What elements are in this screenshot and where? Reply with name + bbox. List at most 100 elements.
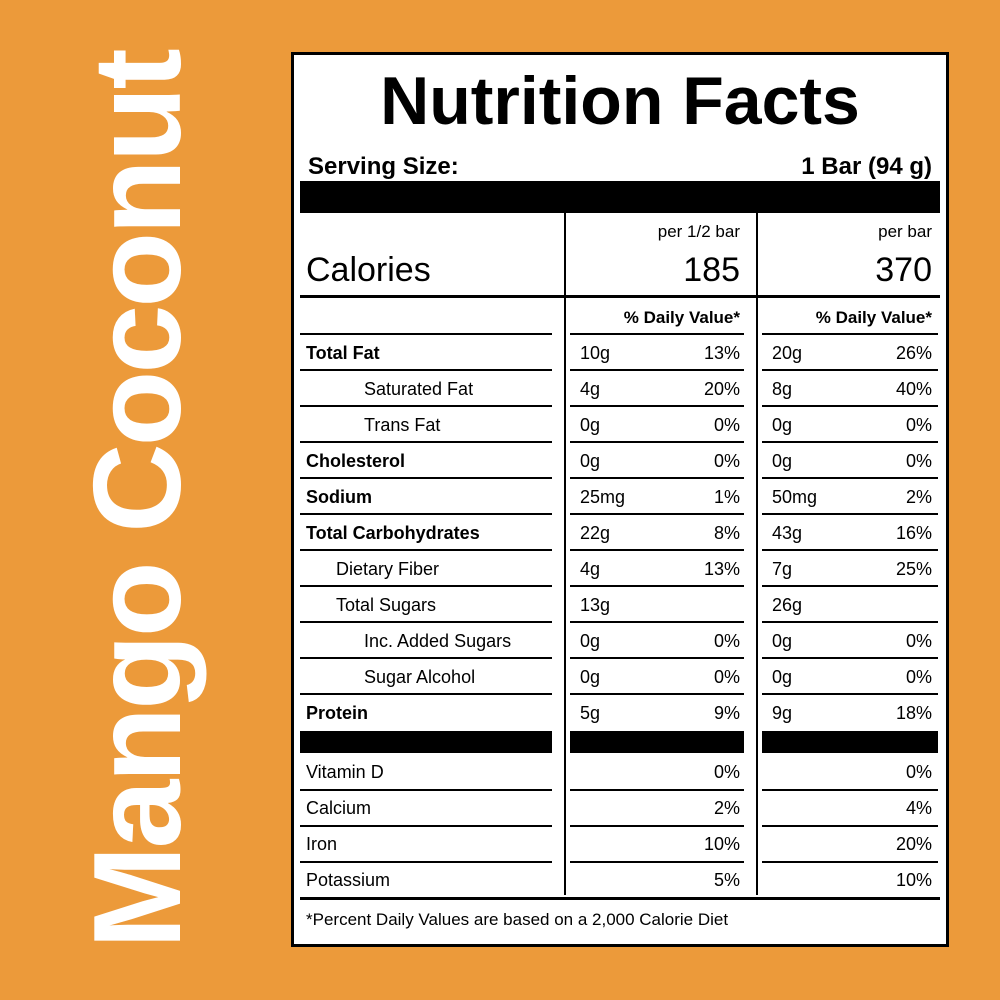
amount-half: 4g <box>580 559 601 579</box>
nutrient-name: Sodium <box>306 487 372 507</box>
amount-half: 0g <box>580 667 601 687</box>
vitamin-dv-half: 5% <box>713 870 740 890</box>
amount-full: 43g <box>772 523 803 543</box>
row-rule <box>762 333 938 335</box>
dv-full: 40% <box>895 379 932 399</box>
row-rule <box>570 657 744 659</box>
row-rule <box>300 657 552 659</box>
dv-full: 18% <box>895 703 932 723</box>
row-rule <box>300 825 552 827</box>
dv-full: 26% <box>895 343 932 363</box>
dv-half: 9% <box>713 703 740 723</box>
row-rule <box>762 861 938 863</box>
row-rule <box>300 621 552 623</box>
dv-half: 0% <box>713 667 740 687</box>
nutrient-name: Trans Fat <box>364 415 441 435</box>
dv-header-full: % Daily Value* <box>815 308 932 327</box>
row-rule <box>762 549 938 551</box>
amount-half: 22g <box>580 523 611 543</box>
dv-full: 0% <box>905 451 932 471</box>
nutrient-name: Saturated Fat <box>364 379 474 399</box>
vitamin-name: Calcium <box>306 798 372 818</box>
row-rule <box>300 789 552 791</box>
vitamin-dv-half: 0% <box>713 762 740 782</box>
nutrient-name: Protein <box>306 703 369 723</box>
row-rule <box>300 513 552 515</box>
dv-header-half: % Daily Value* <box>623 308 740 327</box>
row-rule <box>300 405 552 407</box>
nutrient-name: Dietary Fiber <box>336 559 440 579</box>
row-rule <box>300 477 552 479</box>
vitamin-name: Potassium <box>306 870 391 890</box>
amount-full: 8g <box>772 379 793 399</box>
dv-full: 0% <box>905 667 932 687</box>
dv-half: 0% <box>713 451 740 471</box>
amount-full: 0g <box>772 631 793 651</box>
dv-half: 8% <box>713 523 740 543</box>
amount-half: 25mg <box>580 487 626 507</box>
dv-half: 20% <box>703 379 740 399</box>
row-rule <box>570 369 744 371</box>
row-rule <box>570 441 744 443</box>
row-rule <box>762 441 938 443</box>
amount-half: 13g <box>580 595 611 615</box>
row-rule <box>300 585 552 587</box>
row-rule <box>570 621 744 623</box>
row-rule <box>762 825 938 827</box>
row-rule <box>300 441 552 443</box>
dv-half: 0% <box>713 415 740 435</box>
nutrient-name: Total Sugars <box>336 595 437 615</box>
dv-full: 0% <box>905 631 932 651</box>
serving-size-value: 1 Bar (94 g) <box>801 153 932 180</box>
row-rule <box>300 861 552 863</box>
column-header-full: per bar <box>878 222 932 241</box>
row-rule <box>762 405 938 407</box>
vitamin-divider <box>570 731 744 753</box>
dv-half: 0% <box>713 631 740 651</box>
amount-full: 0g <box>772 667 793 687</box>
nutrient-name: Total Fat <box>306 343 380 363</box>
vitamin-divider <box>762 731 938 753</box>
row-rule <box>300 693 552 695</box>
nutrient-name: Total Carbohydrates <box>306 523 480 543</box>
amount-half: 10g <box>580 343 611 363</box>
row-rule <box>762 693 938 695</box>
row-rule <box>762 369 938 371</box>
nutrient-name: Inc. Added Sugars <box>364 631 512 651</box>
amount-full: 26g <box>772 595 803 615</box>
row-rule <box>762 585 938 587</box>
vitamin-dv-full: 20% <box>895 834 932 854</box>
amount-full: 20g <box>772 343 803 363</box>
label-title: Nutrition Facts <box>380 63 860 139</box>
row-rule <box>762 477 938 479</box>
amount-half: 0g <box>580 631 601 651</box>
row-rule <box>300 333 552 335</box>
amount-half: 0g <box>580 451 601 471</box>
serving-size-label: Serving Size: <box>308 153 459 180</box>
footnote-rule <box>300 897 940 900</box>
vitamin-name: Vitamin D <box>306 762 384 782</box>
dv-half: 13% <box>703 343 740 363</box>
amount-full: 0g <box>772 415 793 435</box>
product-name: Mango Coconut <box>69 51 207 949</box>
row-rule <box>762 513 938 515</box>
vitamin-dv-full: 0% <box>905 762 932 782</box>
row-rule <box>570 861 744 863</box>
row-rule <box>300 549 552 551</box>
dv-full: 0% <box>905 415 932 435</box>
calories-full: 370 <box>875 251 932 289</box>
row-rule <box>570 585 744 587</box>
nutrition-label: Nutrition Facts Serving Size: 1 Bar (94 … <box>291 52 949 947</box>
nutrient-name: Sugar Alcohol <box>364 667 476 687</box>
row-rule <box>762 789 938 791</box>
column-header-half: per 1/2 bar <box>657 222 740 241</box>
dv-half: 13% <box>703 559 740 579</box>
column-divider-2 <box>756 213 758 895</box>
row-rule <box>762 657 938 659</box>
footnote: *Percent Daily Values are based on a 2,0… <box>306 910 729 929</box>
row-rule <box>570 405 744 407</box>
amount-half: 4g <box>580 379 601 399</box>
amount-full: 7g <box>772 559 793 579</box>
amount-half: 5g <box>580 703 601 723</box>
row-rule <box>570 789 744 791</box>
